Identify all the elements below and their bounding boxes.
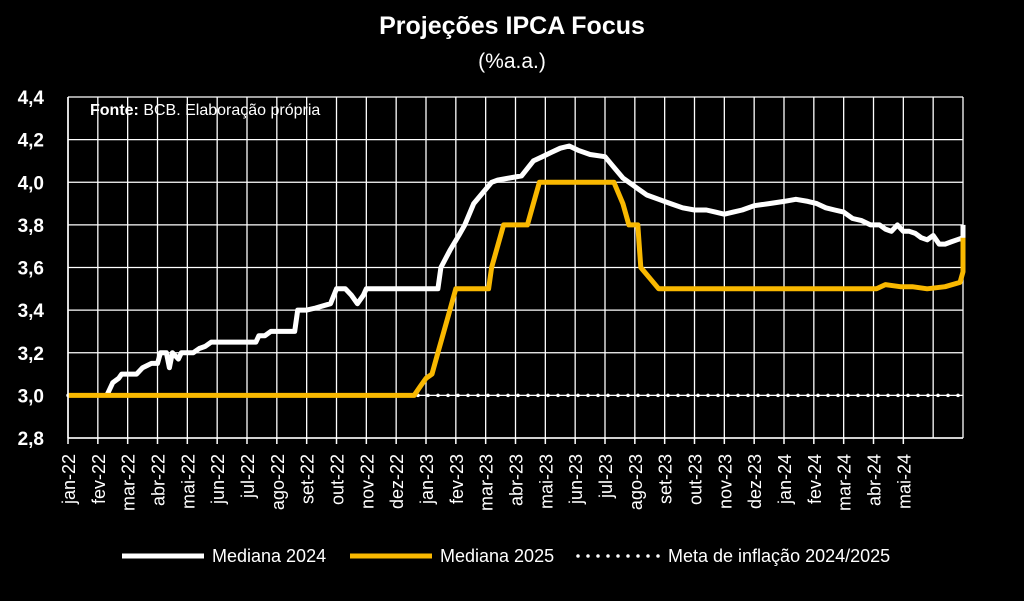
series-line-2 — [68, 179, 966, 398]
series-line-1 — [104, 143, 966, 397]
chart-subtitle: (%a.a.) — [478, 50, 546, 73]
y-tick-label: 3,8 — [18, 216, 44, 237]
y-tick-label: 3,2 — [18, 344, 44, 365]
x-tick-label: mai-24 — [894, 454, 914, 509]
x-tick-label: out-22 — [328, 454, 348, 505]
x-tick-label: jun-22 — [208, 454, 228, 505]
legend-label: Meta de inflação 2024/2025 — [668, 546, 890, 566]
chart-title: Projeções IPCA Focus — [379, 12, 645, 40]
x-tick-label: nov-23 — [715, 454, 735, 509]
legend-label: Mediana 2025 — [440, 546, 554, 566]
x-tick-label: fev-23 — [447, 454, 467, 504]
grid-lines — [67, 96, 964, 439]
source-label: Fonte: — [90, 102, 139, 119]
legend: Mediana 2024 Mediana 2025 Meta de inflação… — [122, 546, 890, 566]
x-tick-label: fev-22 — [89, 454, 109, 504]
legend-label: Mediana 2024 — [212, 546, 326, 566]
x-tick-label: mai-23 — [536, 454, 556, 509]
y-tick-label: 3,4 — [18, 301, 45, 322]
x-tick-label: dez-23 — [745, 454, 765, 509]
x-tick-label: dez-22 — [387, 454, 407, 509]
x-tick-label: jul-22 — [238, 454, 258, 499]
x-tick-label: abr-22 — [149, 454, 169, 506]
x-tick-label: nov-22 — [357, 454, 377, 509]
x-tick-label: abr-24 — [865, 454, 885, 506]
x-tick-label: mar-22 — [119, 454, 139, 511]
source-note: Fonte: BCB. Elaboração própria — [90, 102, 320, 119]
x-tick-label: mar-23 — [477, 454, 497, 511]
x-tick-label: jan-23 — [417, 454, 437, 505]
x-tick-label: fev-24 — [805, 454, 825, 504]
source-text: BCB. Elaboração própria — [139, 102, 321, 119]
x-tick-label: jul-23 — [596, 454, 616, 499]
x-tick-label: jun-23 — [566, 454, 586, 505]
y-tick-label: 2,8 — [18, 429, 44, 450]
y-tick-label: 4,4 — [18, 88, 45, 109]
y-tick-label: 4,0 — [18, 173, 44, 194]
x-tick-label: mar-24 — [835, 454, 855, 511]
x-tick-label: ago-23 — [626, 454, 646, 510]
x-tick-label: ago-22 — [268, 454, 288, 510]
y-tick-label: 4,2 — [18, 131, 44, 152]
x-tick-label: abr-23 — [507, 454, 527, 506]
x-tick-label: set-22 — [298, 454, 318, 504]
x-tick-label: out-23 — [686, 454, 706, 505]
y-tick-label: 3,6 — [18, 259, 44, 280]
x-axis-ticks: jan-22 fev-22 mar-22 abr-22 mai-22 jun-22 jul-… — [59, 438, 914, 511]
y-tick-label: 3,0 — [18, 386, 44, 407]
y-axis-ticks: 4,4 4,2 4,0 3,8 3,6 3,4 3,2 3,0 2,8 — [18, 88, 45, 450]
series-lines — [66, 143, 966, 398]
x-tick-label: jan-22 — [59, 454, 79, 505]
axis-lines — [67, 97, 963, 439]
x-tick-label: mai-22 — [178, 454, 198, 509]
x-tick-label: jan-24 — [775, 454, 795, 505]
x-tick-label: set-23 — [656, 454, 676, 504]
